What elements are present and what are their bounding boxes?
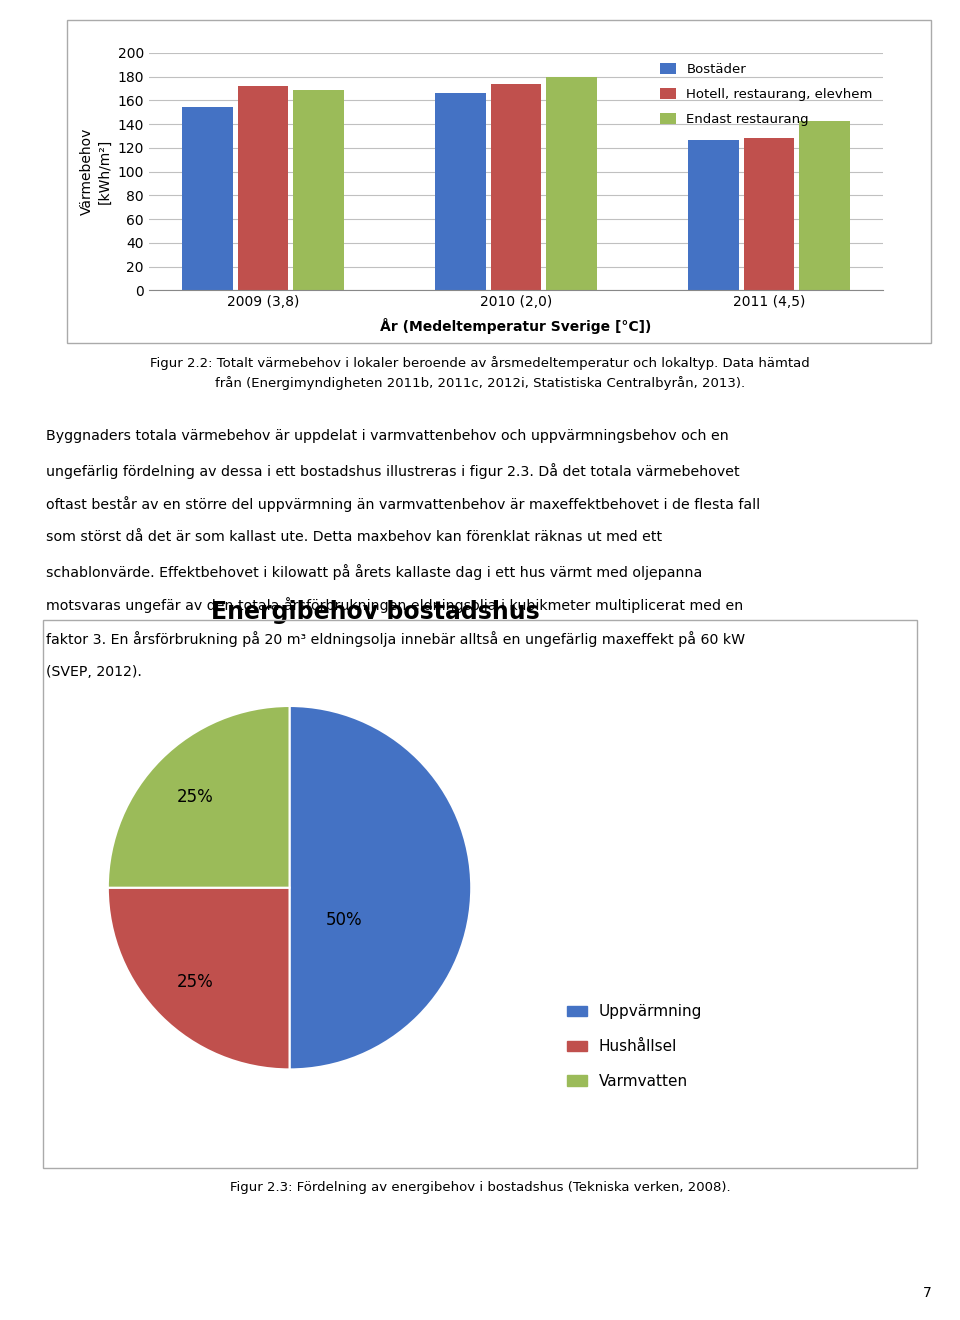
Text: 25%: 25%: [177, 788, 213, 805]
Bar: [435, 94, 486, 290]
Legend: Bostäder, Hotell, restaurang, elevhem, Endast restaurang: Bostäder, Hotell, restaurang, elevhem, E…: [656, 59, 876, 131]
Wedge shape: [290, 706, 471, 1069]
Legend: Uppvärmning, Hushållsel, Varmvatten: Uppvärmning, Hushållsel, Varmvatten: [561, 998, 708, 1096]
Text: faktor 3. En årsförbrukning på 20 m³ eldningsolja innebär alltså en ungefärlig m: faktor 3. En årsförbrukning på 20 m³ eld…: [46, 631, 745, 647]
Text: Figur 2.2: Totalt värmebehov i lokaler beroende av årsmedeltemperatur och lokalt: Figur 2.2: Totalt värmebehov i lokaler b…: [150, 356, 810, 389]
Bar: [546, 77, 597, 290]
Text: ungefärlig fördelning av dessa i ett bostadshus illustreras i figur 2.3. Då det : ungefärlig fördelning av dessa i ett bos…: [46, 463, 740, 479]
Wedge shape: [108, 887, 290, 1069]
Text: 7: 7: [923, 1286, 931, 1300]
Text: oftast består av en större del uppvärmning än varmvattenbehov är maxeffektbehove: oftast består av en större del uppvärmni…: [46, 496, 760, 512]
Text: Byggnaders totala värmebehov är uppdelat i varmvattenbehov och uppvärmningsbehov: Byggnaders totala värmebehov är uppdelat…: [46, 429, 729, 444]
Text: 50%: 50%: [325, 911, 362, 929]
Bar: [491, 83, 541, 290]
Y-axis label: Värmebehov
[kWh/m²]: Värmebehov [kWh/m²]: [80, 128, 112, 215]
Bar: [238, 86, 288, 290]
Bar: [688, 140, 738, 290]
Text: (SVEP, 2012).: (SVEP, 2012).: [46, 665, 142, 678]
Bar: [294, 90, 344, 290]
X-axis label: År (Medeltemperatur Sverige [°C]): År (Medeltemperatur Sverige [°C]): [380, 318, 652, 334]
Wedge shape: [108, 706, 290, 887]
Bar: [800, 120, 850, 290]
Text: som störst då det är som kallast ute. Detta maxbehov kan förenklat räknas ut med: som störst då det är som kallast ute. De…: [46, 531, 662, 544]
Bar: [744, 139, 794, 290]
Text: motsvaras ungefär av den totala årsförbrukningen eldningsolja i kubikmeter multi: motsvaras ungefär av den totala årsförbr…: [46, 598, 743, 614]
Bar: [182, 107, 232, 290]
Text: Figur 2.3: Fördelning av energibehov i bostadshus (Tekniska verken, 2008).: Figur 2.3: Fördelning av energibehov i b…: [229, 1181, 731, 1195]
Text: 25%: 25%: [177, 973, 213, 991]
Text: Energibehov bostadshus: Energibehov bostadshus: [211, 601, 540, 624]
Text: schablonvärde. Effektbehovet i kilowatt på årets kallaste dag i ett hus värmt me: schablonvärde. Effektbehovet i kilowatt …: [46, 564, 703, 579]
